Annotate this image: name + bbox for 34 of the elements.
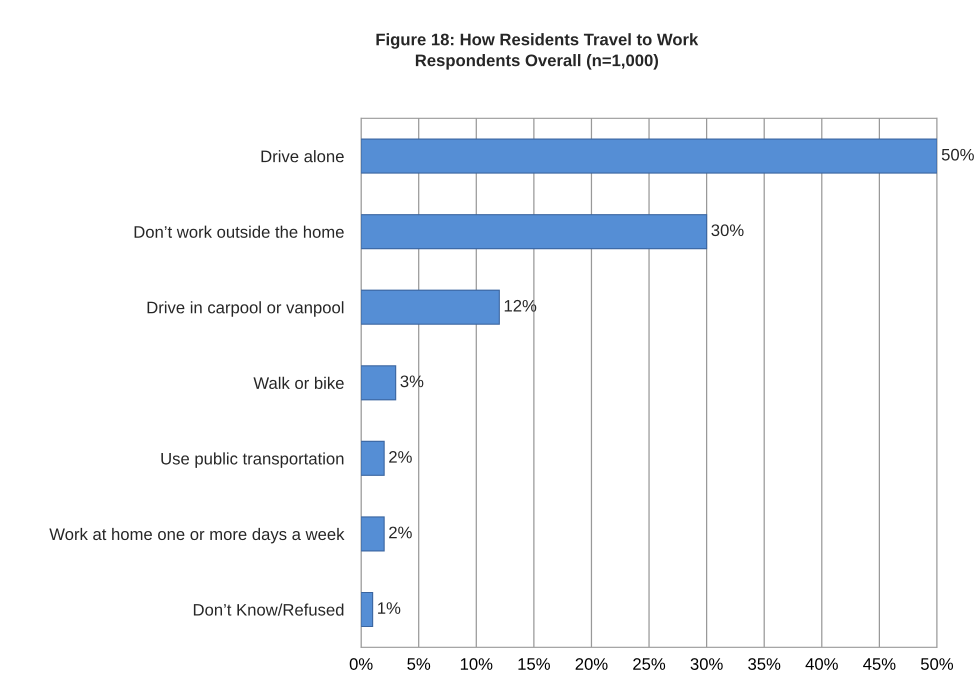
data-label: 1% [378,602,400,614]
chart-title: Figure 18: How Residents Travel to Work [376,33,698,49]
bar [361,290,500,325]
data-label: 30% [711,224,744,236]
data-label: 2% [389,526,412,538]
bar [361,592,374,628]
x-tick-label: 45% [863,658,896,670]
bar [361,214,708,250]
y-tick-label: Drive alone [262,150,344,162]
y-tick-label: Walk or bike [253,376,344,390]
y-tick-label: Don’t work outside the home [134,226,344,238]
x-tick-label: 15% [518,658,550,670]
y-tick-label: Work at home one or more days a week [49,528,344,544]
data-label: 2% [389,451,412,463]
chart-subtitle: Respondents Overall (n=1,000) [416,54,658,70]
x-tick-label: 35% [748,658,780,670]
y-tick-label: Use public transportation [161,452,344,468]
x-tick-label: 20% [576,658,608,670]
bar [361,365,396,400]
x-tick-label: 40% [805,658,838,670]
bar [361,516,385,552]
bar [361,440,385,476]
x-tick-label: 30% [690,658,723,670]
y-tick-label: Drive in carpool or vanpool [148,301,344,317]
data-label: 50% [942,148,974,161]
data-label: 3% [400,375,424,388]
data-label: 12% [504,300,536,312]
x-tick-label: 10% [460,658,492,670]
x-tick-label: 5% [407,658,430,670]
x-tick-label: 50% [920,658,954,670]
y-tick-label: Don’t Know/Refused [194,603,344,616]
bar [361,138,937,174]
x-tick-label: 25% [633,658,666,670]
x-tick-label: 0% [350,658,373,670]
